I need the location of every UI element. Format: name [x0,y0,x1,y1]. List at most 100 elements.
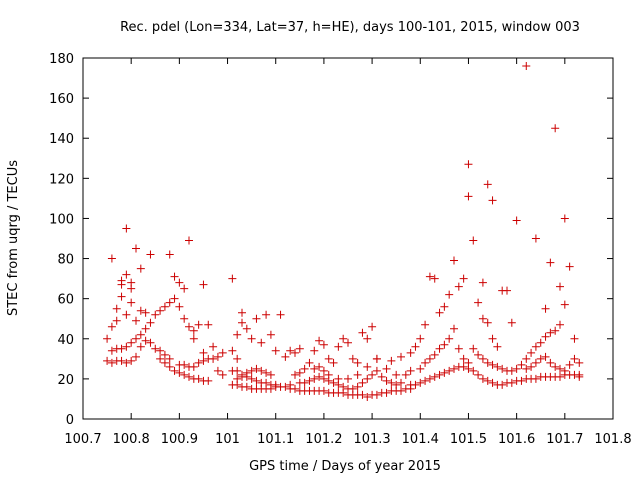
data-point [363,334,372,343]
data-point [517,360,526,369]
data-point [324,370,333,379]
data-point [363,374,372,383]
data-point [531,374,540,383]
data-point [257,338,266,347]
data-point [411,380,420,389]
data-point [536,338,545,347]
data-point [377,372,386,381]
data-point [435,370,444,379]
data-point [189,334,198,343]
data-point [141,336,150,345]
data-point [107,346,116,355]
x-tick-label: 101 [215,432,240,447]
data-point [440,368,449,377]
data-point [266,330,275,339]
y-tick-label: 40 [57,333,74,348]
data-point [459,362,468,371]
data-point [416,364,425,373]
data-point [175,368,184,377]
data-point [300,378,309,387]
data-point [189,362,198,371]
data-point [281,352,290,361]
data-point [483,358,492,367]
data-point [122,224,131,233]
data-point [185,236,193,245]
data-point [151,310,160,319]
data-point [107,254,116,263]
data-point [175,302,184,311]
data-point [291,348,299,357]
data-point [117,356,126,365]
data-point [565,262,574,271]
data-point [478,314,487,323]
data-point [324,354,333,363]
data-point [262,368,271,377]
data-point [175,278,184,287]
data-point [180,360,189,369]
data-point [127,356,136,365]
data-point [348,384,357,393]
data-point [209,354,218,363]
data-point [339,382,348,391]
x-tick-label: 101.5 [450,432,487,447]
data-point [310,346,319,355]
data-point [127,298,136,307]
data-point [488,378,497,387]
data-point [498,380,507,389]
data-point [483,376,492,385]
data-point [522,364,531,373]
data-point [156,306,165,315]
data-point [353,382,362,391]
chart-title: Rec. pdel (Lon=334, Lat=37, h=HE), days … [120,20,580,35]
data-point [459,274,468,283]
data-point [478,354,487,363]
data-point [199,348,208,357]
data-point [522,62,531,71]
data-point [329,358,338,367]
data-point [185,322,193,331]
data-point [551,124,560,133]
data-point [546,358,555,367]
data-point [435,308,444,317]
data-point [363,392,372,401]
data-point [136,264,145,273]
data-point [488,334,497,343]
data-point [136,342,145,351]
data-point [295,368,304,377]
data-point [194,374,203,383]
data-point [382,388,391,397]
data-point [189,326,198,335]
data-point [493,362,502,371]
x-tick-label: 101.8 [594,432,631,447]
data-point [368,322,377,331]
data-point [450,364,458,373]
data-point [445,366,454,375]
data-point [228,346,237,355]
data-point [358,378,367,387]
data-point [136,330,145,339]
data-point [430,274,439,283]
x-tick-label: 101.6 [498,432,535,447]
data-point [527,362,536,371]
data-point [319,386,328,395]
data-point [575,372,584,381]
data-point [315,362,324,371]
data-point [382,364,391,373]
data-point [334,342,343,351]
data-point [122,270,131,279]
data-point [425,354,434,363]
data-point [180,370,189,379]
data-point [213,366,222,375]
data-point [541,332,550,341]
data-point [170,294,179,303]
data-point [305,376,314,385]
data-point [450,324,458,333]
data-point [421,320,430,329]
data-point [348,354,357,363]
data-point [445,334,454,343]
x-tick-label: 100.9 [161,432,198,447]
data-point [556,282,564,291]
data-point [252,364,261,373]
data-point [107,322,116,331]
